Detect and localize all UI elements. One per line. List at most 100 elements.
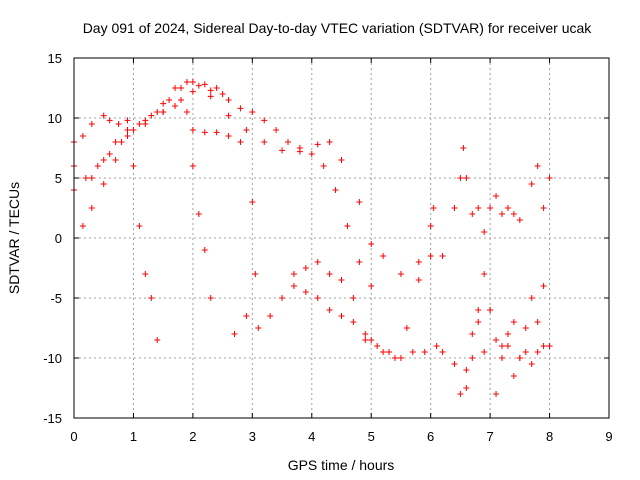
data-point <box>499 355 505 361</box>
series-pass-f <box>189 127 259 277</box>
data-point <box>362 331 369 337</box>
data-point <box>350 295 357 301</box>
data-point <box>534 349 541 355</box>
data-point <box>338 157 345 163</box>
data-point <box>201 81 208 88</box>
data-point <box>439 253 446 259</box>
data-point <box>516 217 523 223</box>
x-tick-label: 5 <box>368 429 375 444</box>
data-point <box>261 117 268 124</box>
data-point <box>189 79 196 85</box>
data-point <box>124 117 131 124</box>
series-pass-c <box>71 112 161 343</box>
data-point <box>528 361 535 367</box>
data-point <box>451 361 458 367</box>
data-point <box>493 193 500 199</box>
data-point <box>308 151 315 157</box>
data-point <box>463 385 470 391</box>
data-point <box>427 253 434 259</box>
data-point <box>148 112 155 119</box>
data-point <box>469 331 476 337</box>
x-tick-label: 4 <box>308 429 315 444</box>
data-point <box>124 127 131 133</box>
data-point <box>397 271 404 277</box>
data-point <box>178 85 184 91</box>
series-pass-e <box>160 103 214 301</box>
data-point <box>166 97 173 103</box>
data-point <box>237 139 244 145</box>
data-point <box>142 117 149 124</box>
data-point <box>368 241 375 247</box>
data-point <box>344 223 351 229</box>
data-point <box>296 145 303 151</box>
data-point <box>540 343 547 349</box>
data-point <box>362 337 369 343</box>
data-point <box>415 259 422 265</box>
data-point <box>255 325 262 331</box>
data-point <box>142 271 149 277</box>
data-point <box>475 319 482 325</box>
data-point <box>207 295 214 301</box>
series-pass-i <box>451 145 553 235</box>
y-tick-label: -5 <box>50 291 62 306</box>
data-series <box>71 79 553 397</box>
data-point <box>136 121 143 127</box>
chart-title: Day 091 of 2024, Sidereal Day-to-day VTE… <box>83 20 593 36</box>
data-point <box>160 100 167 107</box>
data-point <box>430 205 437 211</box>
data-point <box>94 163 101 169</box>
x-tick-label: 2 <box>189 429 196 444</box>
data-point <box>457 391 464 397</box>
series-pass-h <box>290 205 437 361</box>
data-point <box>460 145 467 151</box>
data-point <box>368 337 375 343</box>
y-tick-label: -10 <box>43 351 62 366</box>
data-point <box>201 129 208 136</box>
data-point <box>249 199 256 205</box>
data-point <box>457 175 464 181</box>
data-point <box>100 181 107 187</box>
data-point <box>219 91 226 97</box>
data-point <box>252 271 259 277</box>
data-point <box>243 313 250 319</box>
data-point <box>279 147 286 154</box>
data-point <box>79 133 86 139</box>
data-point <box>534 319 541 325</box>
data-point <box>136 223 143 229</box>
y-tick-label: 15 <box>48 51 62 66</box>
data-point <box>499 211 505 217</box>
data-point <box>475 307 482 313</box>
data-point <box>249 109 256 115</box>
x-tick-label: 0 <box>70 429 77 444</box>
data-point <box>534 163 541 169</box>
x-tick-label: 6 <box>427 429 434 444</box>
data-point <box>130 163 137 169</box>
data-point <box>433 343 440 349</box>
data-point <box>415 277 422 283</box>
data-point <box>124 133 131 139</box>
data-point <box>326 307 333 313</box>
data-point <box>546 343 553 349</box>
data-point <box>100 157 107 163</box>
data-point <box>225 97 232 103</box>
data-point <box>302 265 309 271</box>
data-point <box>469 211 476 217</box>
data-point <box>279 295 286 301</box>
data-point <box>183 79 190 85</box>
data-point <box>469 355 476 361</box>
series-pass-j <box>451 271 553 397</box>
data-point <box>516 355 523 361</box>
data-point <box>368 283 375 289</box>
y-tick-label: 5 <box>55 171 62 186</box>
data-point <box>356 199 363 205</box>
data-point <box>88 121 95 127</box>
x-tick-label: 8 <box>546 429 553 444</box>
data-point <box>463 367 470 373</box>
data-point <box>115 121 122 127</box>
data-point <box>112 157 119 163</box>
data-point <box>261 139 268 145</box>
data-point <box>189 163 196 169</box>
data-point <box>475 205 482 211</box>
data-point <box>183 109 190 115</box>
data-point <box>88 205 95 211</box>
